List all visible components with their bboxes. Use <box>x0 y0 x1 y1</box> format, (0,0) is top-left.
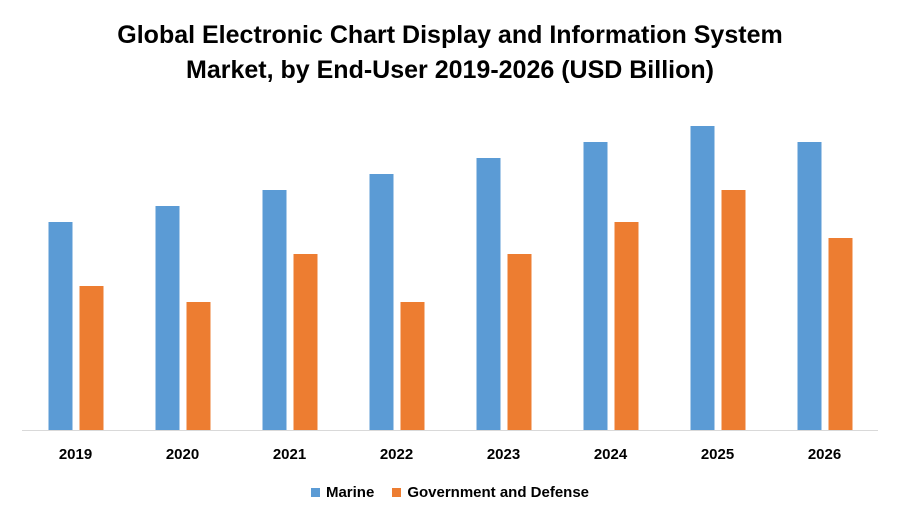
x-tick-label: 2020 <box>166 446 199 463</box>
legend-item-government: Government and Defense <box>392 484 589 501</box>
legend-item-marine: Marine <box>310 484 375 501</box>
bar-marine-2023 <box>476 158 501 430</box>
x-tick-label: 2023 <box>487 446 520 463</box>
bar-marine-2022 <box>369 174 394 430</box>
x-tick-label: 2026 <box>808 446 841 463</box>
legend-label-government: Government and Defense <box>407 484 590 501</box>
bar-government-2019 <box>79 286 104 430</box>
legend-swatch-marine <box>310 488 320 497</box>
legend-swatch-government <box>392 488 402 497</box>
bar-government-2023 <box>507 254 532 430</box>
legend-label-marine: Marine <box>325 484 375 501</box>
bar-government-2020 <box>186 302 211 430</box>
bar-marine-2019 <box>48 222 73 430</box>
x-tick-label: 2021 <box>273 446 306 463</box>
x-tick-label: 2024 <box>594 446 628 463</box>
bar-marine-2021 <box>262 190 287 430</box>
bar-government-2026 <box>828 238 853 430</box>
bar-marine-2026 <box>797 142 822 430</box>
x-tick-label: 2022 <box>380 446 413 463</box>
bar-marine-2024 <box>583 142 608 430</box>
x-tick-label: 2019 <box>59 446 92 463</box>
title-line-2: Market, by End-User 2019-2026 (USD Billi… <box>186 56 714 84</box>
bar-government-2024 <box>614 222 639 430</box>
bar-government-2022 <box>400 302 425 430</box>
bar-government-2025 <box>721 190 746 430</box>
bar-marine-2025 <box>690 126 715 430</box>
chart-title: Global Electronic Chart Display and Info… <box>0 18 900 88</box>
legend: Marine Government and Defense <box>0 484 900 501</box>
title-line-1: Global Electronic Chart Display and Info… <box>117 21 783 49</box>
bar-marine-2020 <box>155 206 180 430</box>
bar-government-2021 <box>293 254 318 430</box>
x-tick-label: 2025 <box>701 446 734 463</box>
